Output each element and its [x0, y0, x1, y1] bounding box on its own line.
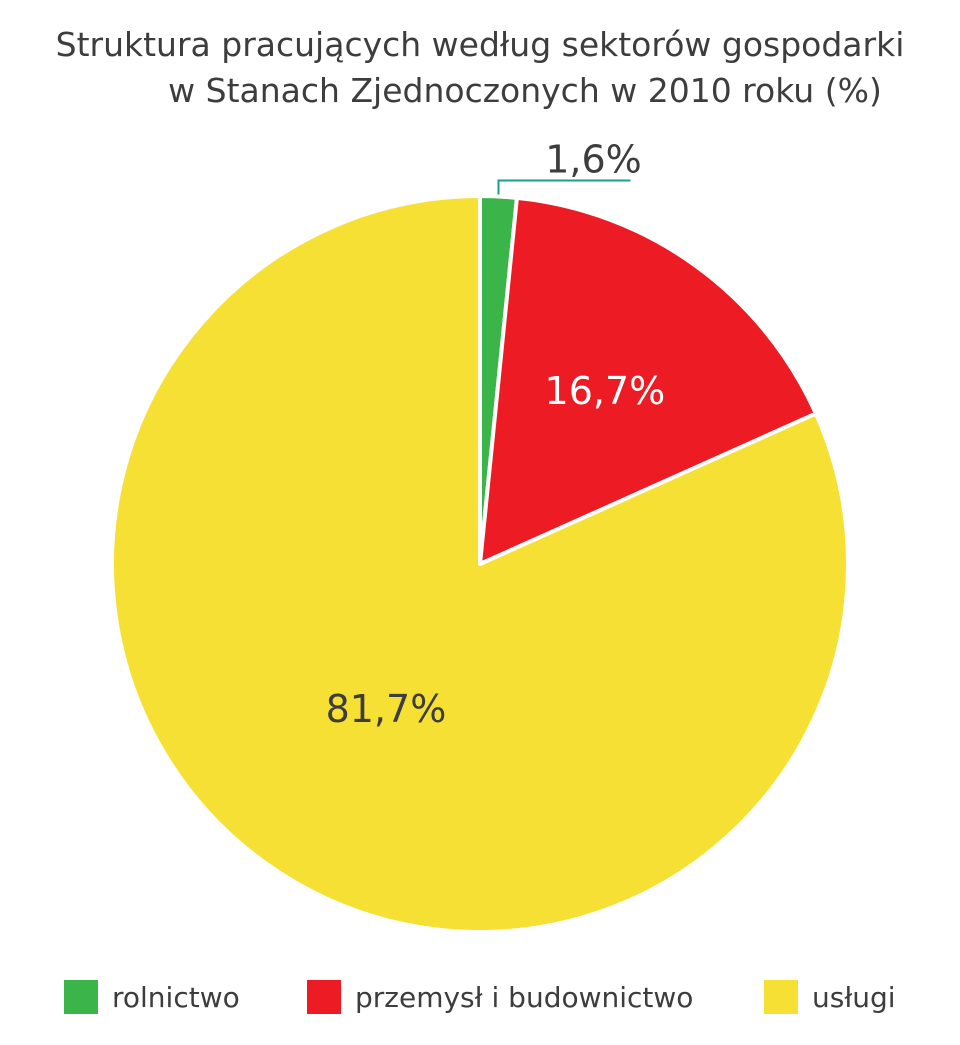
pie-slice-uslugi — [110, 194, 850, 934]
data-label-rolnictwo: 1,6% — [545, 137, 642, 181]
chart-title-line-1: Struktura pracujących według sektorów go… — [55, 25, 905, 64]
leader-line-rolnictwo — [497, 179, 631, 195]
legend-swatch-przemysl — [307, 980, 341, 1014]
data-label-uslugi: 81,7% — [326, 687, 447, 731]
legend-label-uslugi: usługi — [812, 980, 896, 1014]
pie-slice-przemysl — [478, 195, 818, 566]
legend-swatch-uslugi — [764, 980, 798, 1014]
legend-label-rolnictwo: rolnictwo — [112, 980, 240, 1014]
data-label-przemysl: 16,7% — [545, 369, 666, 413]
chart-title-line-2: w Stanach Zjednoczonych w 2010 roku (%) — [168, 71, 882, 110]
legend-item-uslugi: usługi — [764, 975, 896, 1019]
legend-label-przemysl: przemysł i budownictwo — [355, 980, 694, 1014]
legend-item-rolnictwo: rolnictwo — [64, 975, 240, 1019]
chart-title: Struktura pracujących według sektorów go… — [0, 22, 960, 114]
legend: rolnictwo przemysł i budownictwo usługi — [0, 975, 960, 1019]
legend-item-przemysl: przemysł i budownictwo — [307, 975, 693, 1019]
legend-swatch-rolnictwo — [64, 980, 98, 1014]
pie-chart: 1,6% 16,7% 81,7% — [110, 137, 850, 934]
